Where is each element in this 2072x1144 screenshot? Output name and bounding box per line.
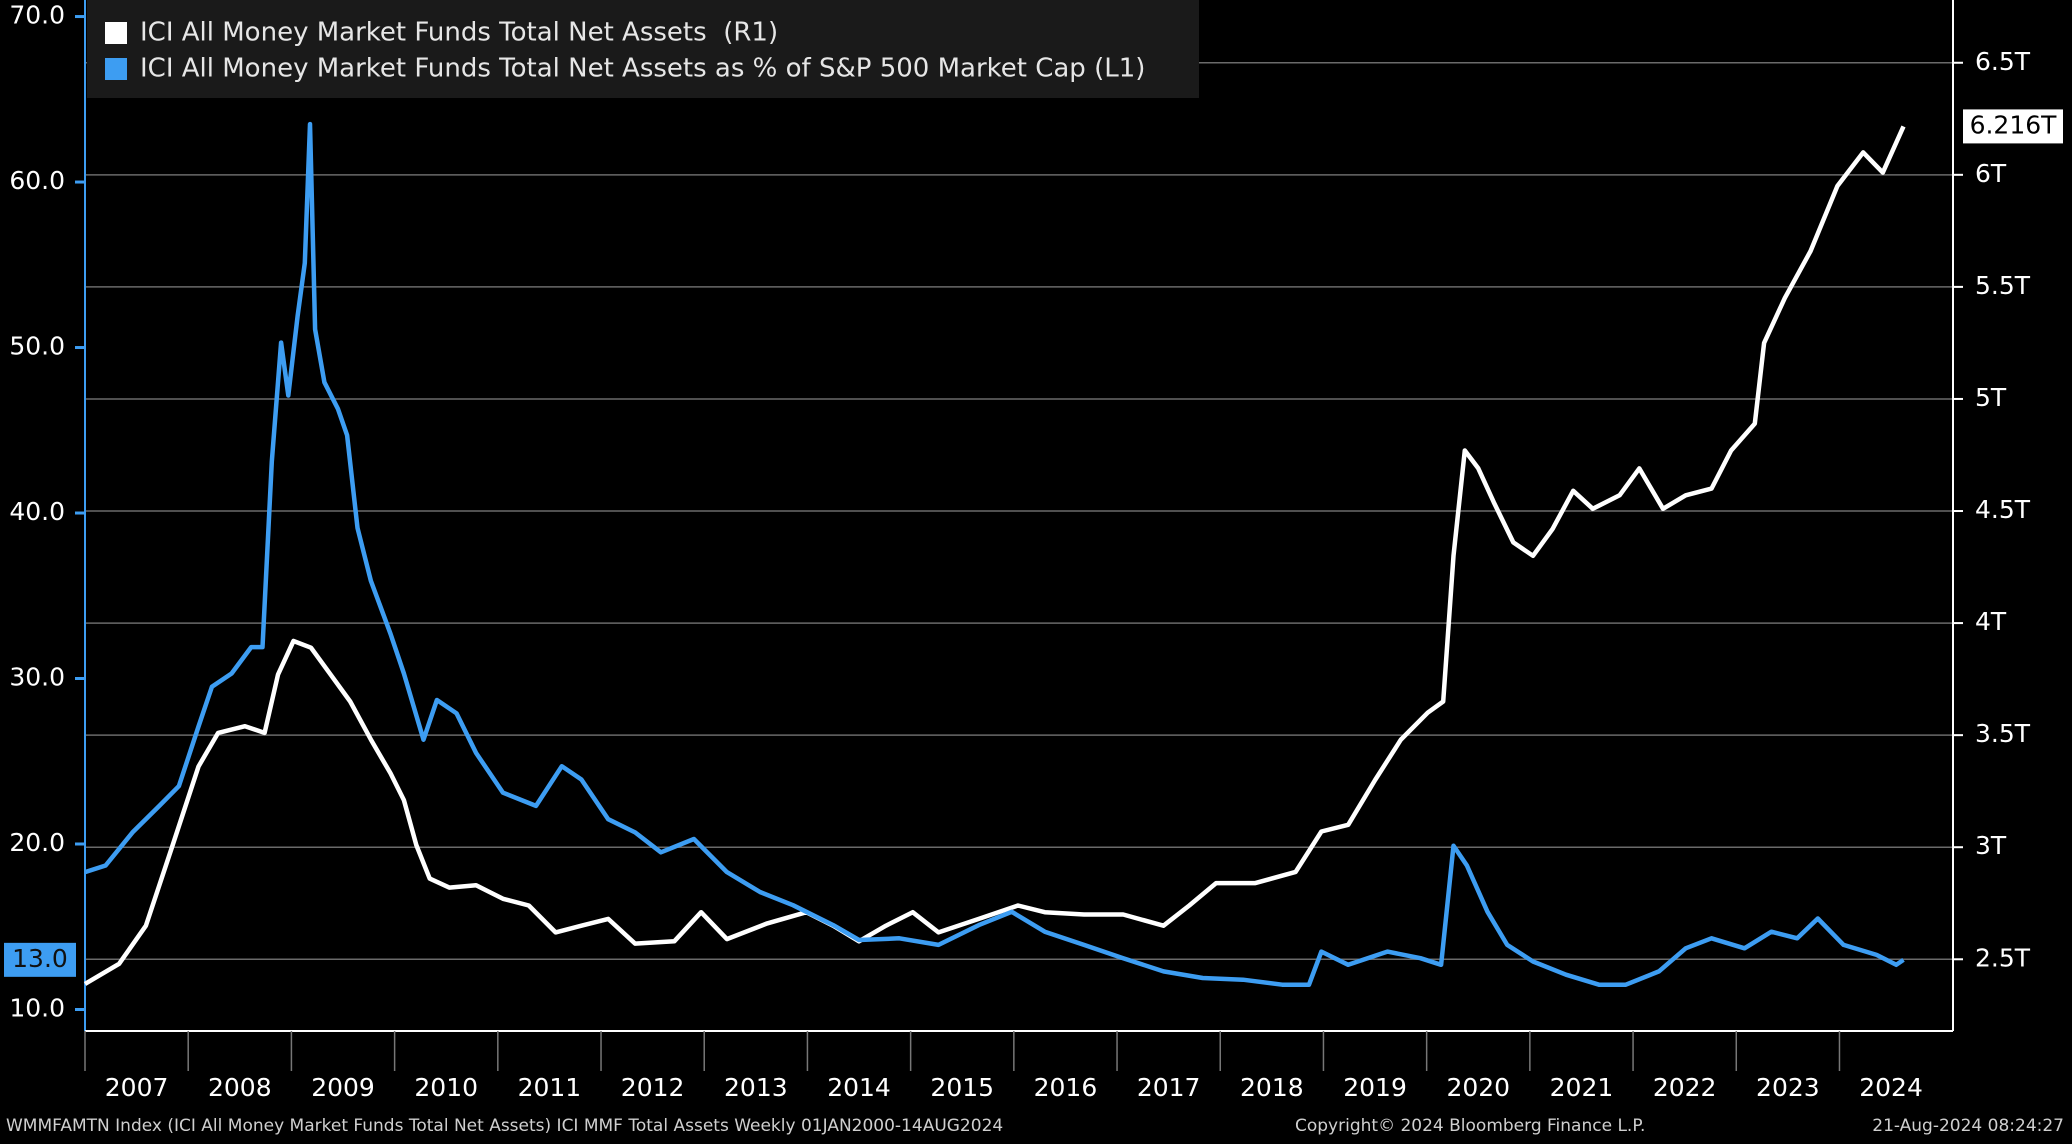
- y-tick-label: 60.0: [9, 166, 65, 195]
- y-tick-label: 70.0: [9, 1, 65, 30]
- y2-tick-label: 6T: [1975, 159, 2007, 188]
- timestamp: 21-Aug-2024 08:24:27: [1872, 1116, 2064, 1136]
- y2-tick-label: 3T: [1975, 831, 2007, 860]
- x-tick-label: 2009: [311, 1073, 375, 1102]
- x-tick-label: 2016: [1034, 1073, 1098, 1102]
- y-tick-label: 30.0: [9, 663, 65, 692]
- x-tick-label: 2020: [1446, 1073, 1510, 1102]
- y2-tick-label: 5.5T: [1975, 271, 2031, 300]
- y-tick-label: 40.0: [9, 497, 65, 526]
- x-tick-label: 2018: [1240, 1073, 1304, 1102]
- source-note: WMMFAMTN Index (ICI All Money Market Fun…: [6, 1116, 1003, 1136]
- x-tick-label: 2011: [518, 1073, 582, 1102]
- x-tick-label: 2024: [1859, 1073, 1923, 1102]
- y-tick-label: 50.0: [9, 332, 65, 361]
- y2-tick-label: 5T: [1975, 383, 2007, 412]
- last-value-label: 6.216T: [1970, 110, 2058, 139]
- x-tick-label: 2010: [414, 1073, 478, 1102]
- x-tick-label: 2019: [1343, 1073, 1407, 1102]
- series-line: [83, 125, 1906, 986]
- y-tick-label: 10.0: [9, 993, 65, 1022]
- series-line: [84, 121, 1905, 987]
- x-tick-label: 2015: [930, 1073, 994, 1102]
- last-value-tag: [1963, 109, 2063, 144]
- legend-label: ICI All Money Market Funds Total Net Ass…: [140, 54, 1145, 84]
- y2-tick-label: 2.5T: [1975, 943, 2031, 972]
- y-tick-label: 20.0: [9, 828, 65, 857]
- x-tick-label: 2012: [621, 1073, 685, 1102]
- legend-label: ICI All Money Market Funds Total Net Ass…: [140, 18, 778, 48]
- x-tick-label: 2014: [827, 1073, 891, 1102]
- x-tick-label: 2007: [105, 1073, 169, 1102]
- y2-tick-label: 3.5T: [1975, 719, 2031, 748]
- y2-tick-label: 6.5T: [1975, 47, 2031, 76]
- last-value-label: 13.0: [12, 944, 68, 973]
- x-tick-label: 2021: [1550, 1073, 1614, 1102]
- x-tick-label: 2022: [1653, 1073, 1717, 1102]
- last-value-tag: [4, 942, 76, 977]
- x-tick-label: 2013: [724, 1073, 788, 1102]
- legend-swatch: [105, 58, 127, 80]
- y2-tick-label: 4T: [1975, 607, 2007, 636]
- legend-swatch: [105, 22, 127, 44]
- x-tick-label: 2023: [1756, 1073, 1820, 1102]
- copyright: Copyright© 2024 Bloomberg Finance L.P.: [1295, 1116, 1645, 1136]
- x-tick-label: 2017: [1137, 1073, 1201, 1102]
- y2-tick-label: 4.5T: [1975, 495, 2031, 524]
- x-tick-label: 2008: [208, 1073, 272, 1102]
- legend-box: [87, 0, 1199, 98]
